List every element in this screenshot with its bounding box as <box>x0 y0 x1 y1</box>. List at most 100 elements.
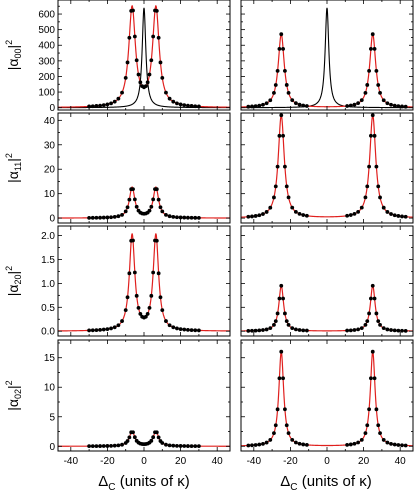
data-point <box>370 283 375 288</box>
panel-1-left: 0 10 20 30 40 |α11|2 <box>4 112 231 225</box>
data-point <box>125 295 130 300</box>
data-point <box>290 205 295 210</box>
data-point <box>182 327 187 332</box>
data-point <box>273 319 278 324</box>
data-point <box>359 205 364 210</box>
x-tick-label: -20 <box>100 456 115 467</box>
theory-curve <box>241 33 413 108</box>
data-point <box>381 205 386 210</box>
data-point <box>151 435 156 440</box>
data-point <box>372 376 377 381</box>
data-point <box>134 204 139 209</box>
data-point <box>268 98 273 103</box>
data-point <box>403 328 408 333</box>
data-point <box>120 212 124 217</box>
data-point <box>125 439 130 443</box>
data-point <box>345 213 350 218</box>
data-point <box>182 103 187 108</box>
data-point <box>145 312 150 316</box>
data-point <box>392 442 397 447</box>
data-point <box>348 213 353 217</box>
data-point <box>293 440 298 445</box>
panel-frame <box>240 112 414 224</box>
data-point <box>367 407 371 412</box>
reference-curve <box>241 7 413 109</box>
data-point <box>193 328 198 333</box>
data-point <box>348 103 353 108</box>
data-point <box>283 311 287 316</box>
data-point <box>369 46 373 51</box>
panel-frame <box>57 339 231 452</box>
data-point <box>98 215 102 220</box>
data-point <box>154 8 159 13</box>
data-point <box>167 443 172 448</box>
data-point <box>283 164 287 169</box>
data-point <box>250 214 254 219</box>
data-point <box>246 214 251 219</box>
data-point <box>396 328 401 333</box>
y-tick-label: 10 <box>44 189 56 200</box>
data-point <box>154 430 159 435</box>
data-point <box>381 326 386 331</box>
data-point <box>268 205 273 210</box>
data-point <box>196 215 201 220</box>
data-point <box>171 325 176 330</box>
data-point <box>164 90 168 95</box>
data-point <box>94 444 99 449</box>
data-point <box>352 212 357 216</box>
data-point <box>253 328 258 333</box>
data-point <box>98 444 102 448</box>
data-point <box>136 72 141 77</box>
y-tick-label: 400 <box>38 41 55 52</box>
data-point <box>175 215 179 220</box>
data-point <box>109 101 113 106</box>
data-point <box>246 104 251 109</box>
data-point <box>264 440 269 445</box>
data-point <box>149 204 154 209</box>
data-point <box>123 209 128 214</box>
data-point <box>87 104 92 109</box>
theory-curve <box>58 5 230 108</box>
data-point <box>116 443 121 448</box>
data-point <box>392 103 397 108</box>
data-point <box>400 443 404 448</box>
data-point <box>352 102 357 107</box>
data-point <box>348 442 353 447</box>
data-point <box>186 444 190 448</box>
plot-area <box>241 7 413 109</box>
y-tick-label: 40 <box>44 116 56 127</box>
data-point <box>164 319 168 323</box>
x-axis-title-right: ΔC (units of κ) <box>280 473 371 493</box>
data-point <box>359 326 364 331</box>
data-point <box>189 444 194 449</box>
data-point <box>272 90 276 95</box>
data-point <box>281 376 285 381</box>
data-point <box>167 323 172 328</box>
y-tick-label: 15 <box>44 353 56 364</box>
data-point <box>365 83 370 87</box>
data-point <box>272 195 276 200</box>
data-point <box>105 327 110 332</box>
data-point <box>376 319 381 324</box>
data-point <box>345 104 350 108</box>
data-point <box>369 296 373 301</box>
data-point <box>257 213 262 218</box>
data-point <box>290 326 295 331</box>
y-axis-title: |α02|2 <box>4 380 23 410</box>
data-point <box>193 104 198 109</box>
data-point <box>132 197 137 202</box>
data-point <box>370 32 375 37</box>
data-point <box>304 104 309 108</box>
data-point <box>94 215 99 220</box>
data-point <box>378 431 382 436</box>
data-point <box>369 376 373 381</box>
data-point <box>345 328 350 333</box>
data-point <box>389 328 393 332</box>
data-point <box>363 90 368 95</box>
data-point <box>112 443 117 448</box>
data-point <box>134 293 139 298</box>
data-point <box>293 101 298 106</box>
data-point <box>189 215 194 220</box>
data-point <box>94 104 99 108</box>
